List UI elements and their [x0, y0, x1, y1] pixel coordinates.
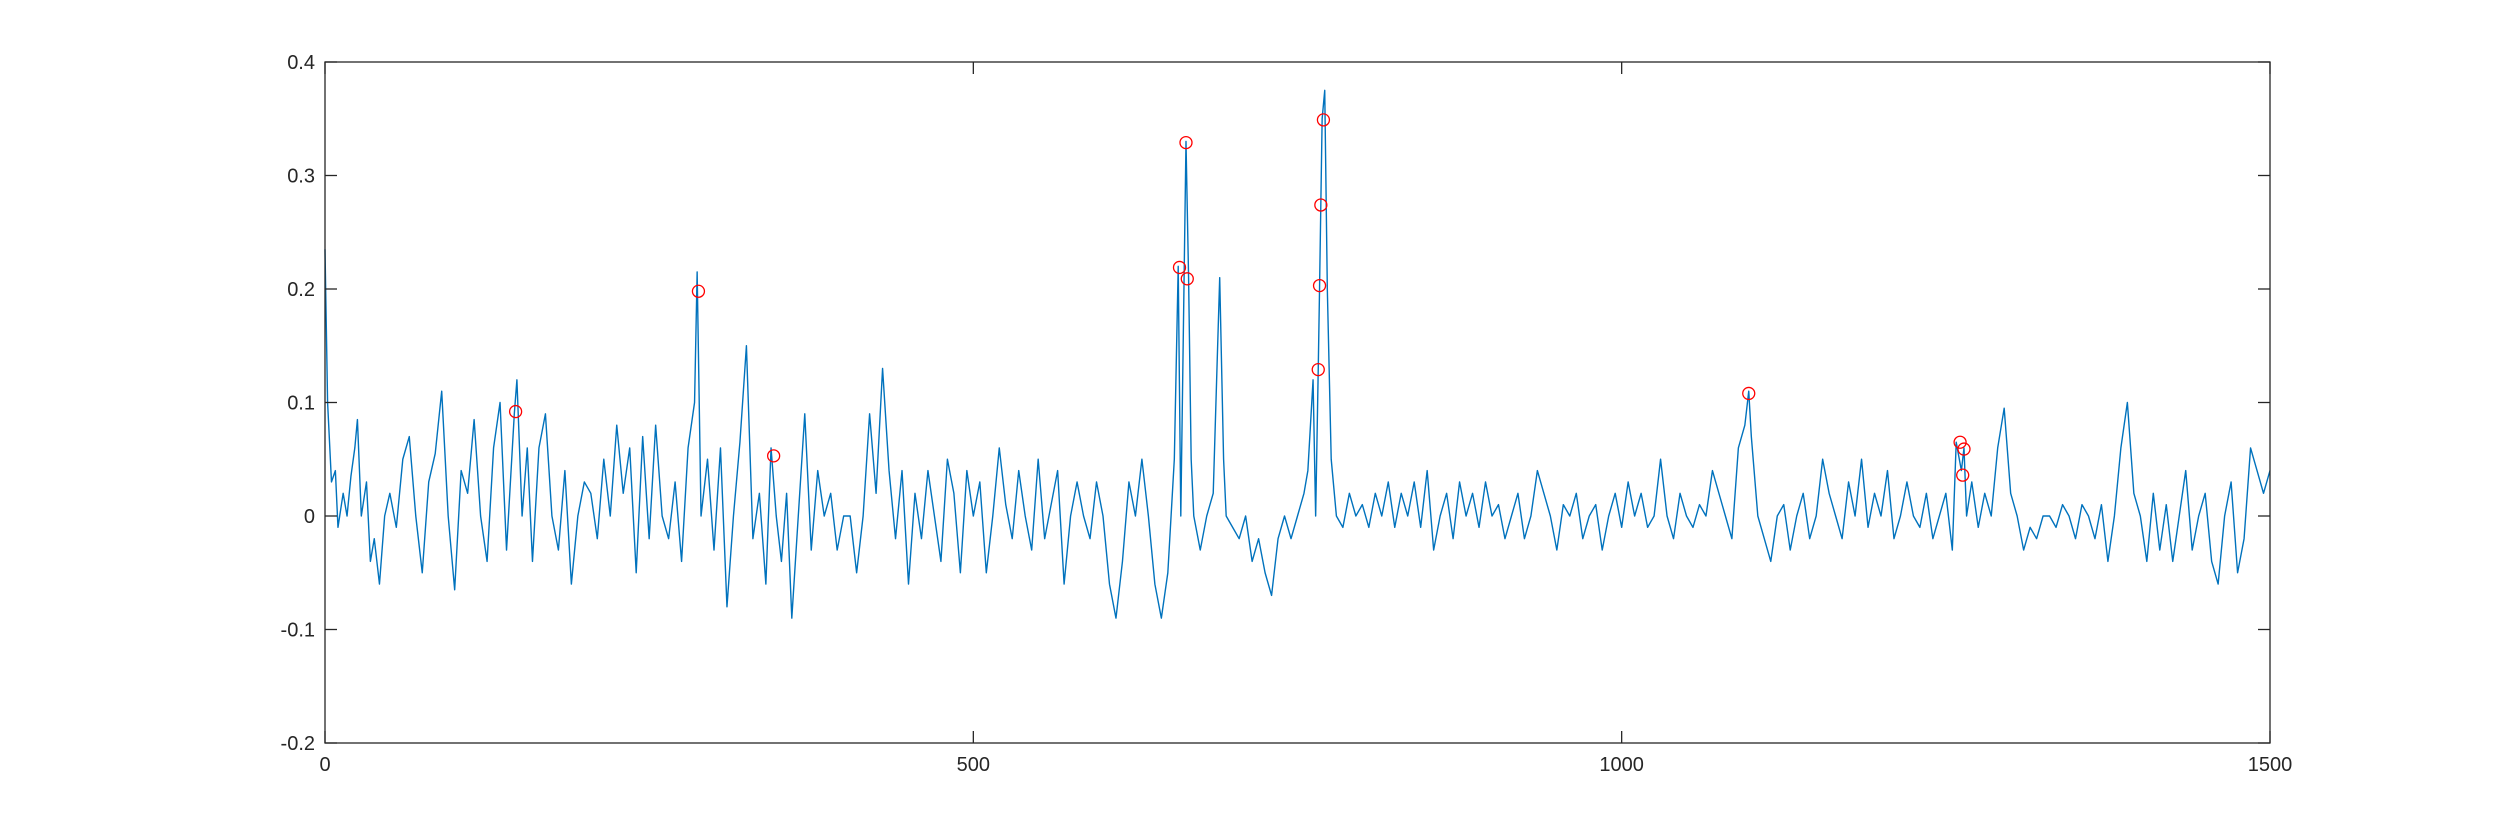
y-tick-label: -0.2 [281, 733, 315, 755]
peak-marker [1172, 260, 1187, 275]
y-tick-label: 0.2 [287, 279, 315, 301]
peak-marker [767, 449, 781, 463]
x-tick-label: 1000 [1599, 754, 1644, 776]
y-tick-label: 0.4 [287, 52, 315, 74]
data-layer [324, 89, 2271, 619]
peak-marker [1953, 435, 1967, 449]
peak-marker [1179, 135, 1193, 150]
plot-background [325, 62, 2270, 743]
peak-marker [1316, 113, 1331, 127]
y-tick-label: 0 [304, 506, 315, 528]
peak-marker [1312, 278, 1327, 293]
x-tick-label: 500 [957, 754, 990, 776]
peak-marker [1180, 272, 1194, 286]
peak-marker [508, 404, 523, 419]
y-tick-label: 0.3 [287, 166, 315, 188]
peak-marker [1956, 468, 1970, 482]
series-line-0 [324, 89, 2271, 619]
peak-markers [508, 113, 1971, 482]
x-tick-label: 0 [319, 754, 330, 776]
x-tick-label: 1500 [2248, 754, 2293, 776]
y-tick-label: 0.1 [287, 393, 315, 415]
peak-marker [1311, 362, 1325, 377]
peak-marker [1957, 442, 1971, 456]
peak-marker [1742, 386, 1756, 401]
axis-ticks: 0 500 1000 1500 -0.2 -0.1 0 0.1 0.2 0.3 0.4 [281, 52, 2293, 776]
peak-marker [691, 284, 706, 298]
y-tick-label: -0.1 [281, 620, 315, 642]
peak-marker [1314, 198, 1328, 212]
